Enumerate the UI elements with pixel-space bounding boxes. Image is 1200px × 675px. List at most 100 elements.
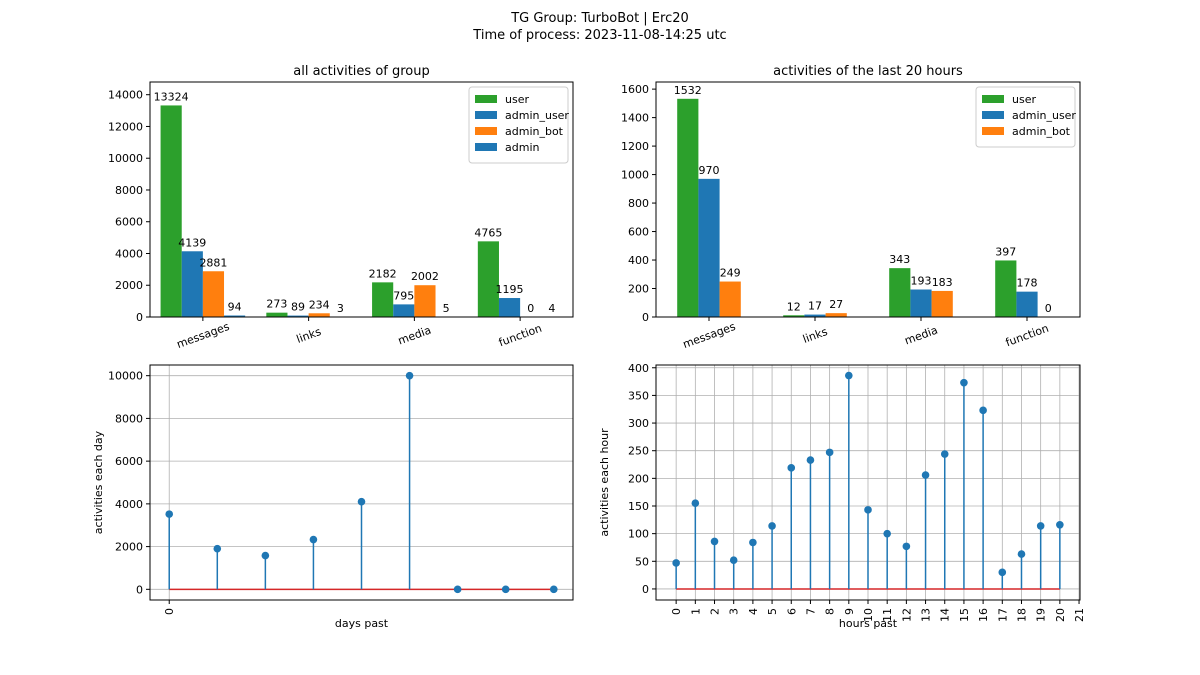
- legend-swatch-admin_bot: [982, 127, 1004, 135]
- x-tick-label: 15: [958, 608, 971, 622]
- x-tick-label: 18: [1015, 608, 1028, 622]
- legend-label-admin_bot: admin_bot: [505, 125, 564, 138]
- stem-marker: [883, 529, 891, 538]
- bar-label-admin_bot-messages: 249: [720, 267, 741, 280]
- stem-marker: [845, 371, 853, 380]
- x-axis-label: days past: [335, 617, 389, 630]
- y-tick-label: 400: [628, 254, 649, 267]
- y-tick-label: 350: [628, 389, 649, 402]
- legend-swatch-admin_bot: [475, 127, 497, 135]
- y-tick-label: 2000: [115, 279, 143, 292]
- x-tick-label: media: [396, 324, 433, 348]
- x-tick-label: 21: [1073, 608, 1086, 622]
- bar-admin_user-function: [498, 298, 521, 317]
- y-tick-label: 0: [136, 311, 143, 324]
- bar-label-user-function: 397: [995, 245, 1016, 258]
- y-tick-label: 0: [642, 311, 649, 324]
- x-tick-label: 8: [824, 608, 837, 615]
- axes-frame: [655, 81, 1081, 318]
- stem-marker: [1036, 522, 1045, 530]
- x-tick-label: 2: [709, 608, 722, 615]
- stem-marker: [691, 499, 700, 508]
- y-tick-label: 6000: [115, 455, 143, 468]
- x-axis-label: hours past: [839, 617, 898, 630]
- bar-chart-1: 1532 12 343 397 970 17 193 178 249 27 183 0 0 200 400 6…: [621, 64, 1081, 351]
- bar-label-admin_user-links: 89: [291, 301, 305, 314]
- x-tick-label: 17: [996, 608, 1009, 622]
- legend-label-admin: admin: [505, 141, 539, 154]
- bar-label-admin_user-links: 17: [808, 300, 822, 313]
- y-tick-label: 2000: [115, 541, 143, 554]
- x-tick-label: 11: [881, 608, 894, 622]
- legend-swatch-admin_user: [982, 111, 1004, 119]
- x-tick-label: 12: [900, 608, 913, 622]
- y-tick-label: 12000: [108, 120, 143, 133]
- legend-label-user: user: [505, 93, 529, 106]
- bar-admin_bot-links: [308, 313, 330, 317]
- stem-marker: [309, 535, 318, 544]
- legend-swatch-admin: [475, 143, 497, 151]
- y-tick-label: 800: [628, 197, 649, 210]
- bar-label-user-messages: 1532: [674, 84, 702, 97]
- bar-admin_user-links: [804, 314, 826, 317]
- bar-admin_user-messages: [698, 178, 720, 317]
- legend-swatch-user: [475, 95, 497, 103]
- stem-marker: [261, 551, 270, 560]
- x-tick-label: function: [497, 322, 544, 350]
- bar-user-links: [783, 315, 805, 317]
- stem-marker: [787, 464, 796, 472]
- y-tick-label: 6000: [115, 216, 143, 229]
- y-tick-label: 50: [635, 555, 649, 568]
- x-tick-label: 19: [1035, 608, 1048, 622]
- bar-label-user-links: 12: [787, 300, 801, 313]
- y-tick-label: 200: [628, 283, 649, 296]
- stem-marker: [825, 448, 834, 457]
- x-tick-label: links: [295, 325, 323, 346]
- x-tick-label: 16: [977, 608, 990, 622]
- bar-admin-messages: [224, 315, 246, 317]
- x-tick-label: 10: [862, 608, 875, 622]
- stem-marker: [749, 538, 757, 547]
- stem-marker: [729, 556, 738, 564]
- y-tick-label: 300: [628, 417, 649, 430]
- bar-user-messages: [160, 105, 182, 317]
- stem-marker: [1056, 521, 1064, 529]
- y-tick-label: 8000: [115, 184, 143, 197]
- stem-marker: [453, 585, 462, 594]
- bar-label-admin_bot-messages: 2881: [199, 256, 227, 269]
- legend-swatch-user: [982, 95, 1004, 103]
- x-tick-label: messages: [681, 320, 738, 351]
- y-tick-label: 1000: [621, 169, 649, 182]
- stem-marker: [501, 585, 510, 594]
- y-tick-label: 100: [628, 528, 649, 541]
- legend-label-admin_user: admin_user: [505, 109, 569, 122]
- bar-label-admin_user-function: 178: [1017, 277, 1038, 290]
- stem-marker: [979, 406, 987, 415]
- stem-marker: [1017, 550, 1026, 558]
- stem-marker: [213, 544, 222, 553]
- bar-chart-0: 13324 273 2182 4765 4139 89 795 1195 2881 234 2002…: [108, 64, 574, 351]
- bar-label-admin-media: 5: [443, 302, 450, 315]
- y-axis-label: activities each day: [92, 430, 105, 534]
- bar-label-admin_user-function: 1195: [496, 283, 524, 296]
- bar-label-user-links: 273: [266, 298, 287, 311]
- bar-admin_user-links: [287, 315, 309, 317]
- x-tick-label: messages: [175, 320, 232, 351]
- x-tick-label: 14: [939, 608, 952, 622]
- bar-label-admin_bot-media: 183: [932, 276, 953, 289]
- bar-label-admin_bot-media: 2002: [411, 270, 439, 283]
- bar-label-admin-links: 3: [337, 302, 344, 315]
- x-tick-label: function: [1004, 322, 1051, 350]
- x-tick-label: 7: [804, 608, 817, 615]
- x-tick-label: links: [801, 325, 829, 346]
- bar-user-messages: [677, 98, 699, 317]
- stem-marker: [165, 510, 174, 518]
- x-tick-label: 13: [920, 608, 933, 622]
- bar-label-admin_user-messages: 970: [699, 164, 720, 177]
- bar-label-admin_user-messages: 4139: [178, 236, 206, 249]
- x-tick-label: 4: [747, 608, 760, 615]
- stem-marker: [960, 378, 968, 387]
- legend-label-user: user: [1012, 93, 1036, 106]
- chart-title: activities of the last 20 hours: [773, 64, 963, 79]
- bar-admin_user-media: [393, 304, 415, 317]
